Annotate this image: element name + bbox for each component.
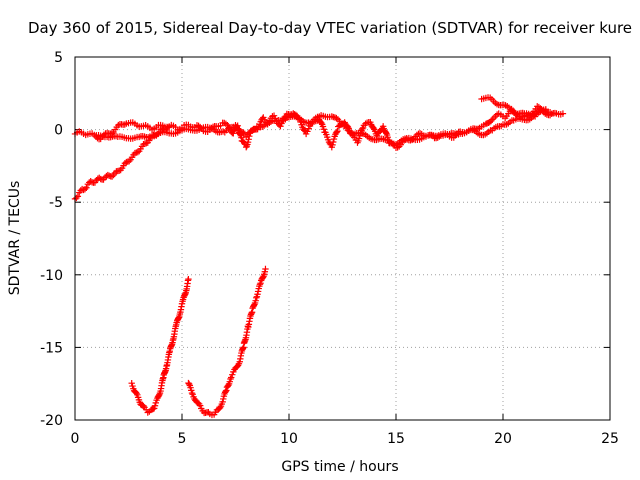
data-point [133, 390, 140, 397]
x-tick-label: 25 [601, 431, 619, 447]
data-point [270, 112, 278, 119]
data-point [227, 375, 234, 383]
data-point [225, 382, 232, 389]
series-upper-arc [478, 94, 554, 119]
data-point [240, 129, 247, 136]
data-point [185, 380, 193, 388]
y-tick-label: 5 [54, 50, 63, 66]
data-point [247, 127, 254, 135]
data-point [185, 275, 192, 283]
data-point [165, 123, 173, 130]
data-point [254, 291, 261, 298]
data-point [77, 187, 84, 194]
data-point [151, 402, 159, 409]
data-point [223, 387, 230, 394]
data-point [333, 128, 340, 136]
data-point [220, 395, 227, 403]
data-point [149, 405, 157, 413]
data-point [164, 124, 171, 131]
data-point [328, 113, 335, 120]
data-point [329, 141, 336, 149]
x-tick-label: 20 [494, 431, 512, 447]
data-point [216, 404, 224, 411]
y-tick-label: -15 [40, 340, 63, 356]
data-point [87, 178, 94, 185]
data-point [252, 297, 259, 304]
data-point [222, 388, 229, 395]
x-axis-label: GPS time / hours [281, 459, 398, 475]
data-point [559, 110, 567, 117]
y-tick-label: -20 [40, 413, 63, 429]
data-point [140, 402, 147, 410]
data-point [228, 374, 235, 381]
data-point [128, 380, 135, 387]
data-point [304, 128, 311, 135]
data-point [244, 138, 252, 146]
data-point [254, 288, 262, 295]
y-tick-label: 0 [54, 123, 63, 139]
grid-lines [75, 57, 610, 420]
data-point [196, 402, 204, 409]
data-point [301, 127, 308, 134]
data-point [334, 127, 341, 135]
data-point [126, 157, 133, 165]
data-point [330, 138, 337, 146]
axis-ticks: 0 5 10 15 20 25 -20 -15 -10 -5 0 5 [40, 50, 619, 447]
series-secondary-band [93, 106, 549, 148]
data-point [81, 185, 89, 193]
data-points [71, 94, 567, 419]
data-point [546, 108, 554, 116]
data-point [259, 274, 267, 281]
x-tick-label: 0 [71, 431, 80, 447]
data-point [121, 121, 128, 128]
data-point [229, 371, 236, 378]
plot-frame [74, 56, 611, 421]
x-tick-label: 5 [178, 431, 187, 447]
data-point [188, 389, 196, 397]
y-axis-label: SDTVAR / TECUs [7, 181, 23, 296]
y-tick-label: -10 [40, 268, 63, 284]
data-point [252, 126, 259, 133]
data-point [256, 281, 264, 288]
data-point [108, 173, 116, 180]
data-point [318, 119, 325, 127]
x-tick-label: 10 [280, 431, 298, 447]
series-dip-2 [185, 265, 269, 419]
data-point [83, 184, 90, 191]
data-point [261, 268, 269, 275]
data-point [74, 193, 82, 200]
data-point [140, 140, 147, 148]
y-tick-label: -5 [49, 195, 63, 211]
series-dip-1 [128, 275, 192, 416]
x-tick-label: 15 [387, 431, 405, 447]
chart-title: Day 360 of 2015, Sidereal Day-to-day VTE… [28, 19, 632, 37]
data-point [134, 148, 141, 156]
data-point [355, 135, 363, 142]
data-point [333, 114, 340, 122]
data-point [104, 171, 112, 179]
data-point [262, 265, 269, 273]
data-point [241, 130, 249, 138]
data-point [253, 294, 260, 301]
data-point [219, 398, 226, 406]
data-point [73, 194, 80, 202]
